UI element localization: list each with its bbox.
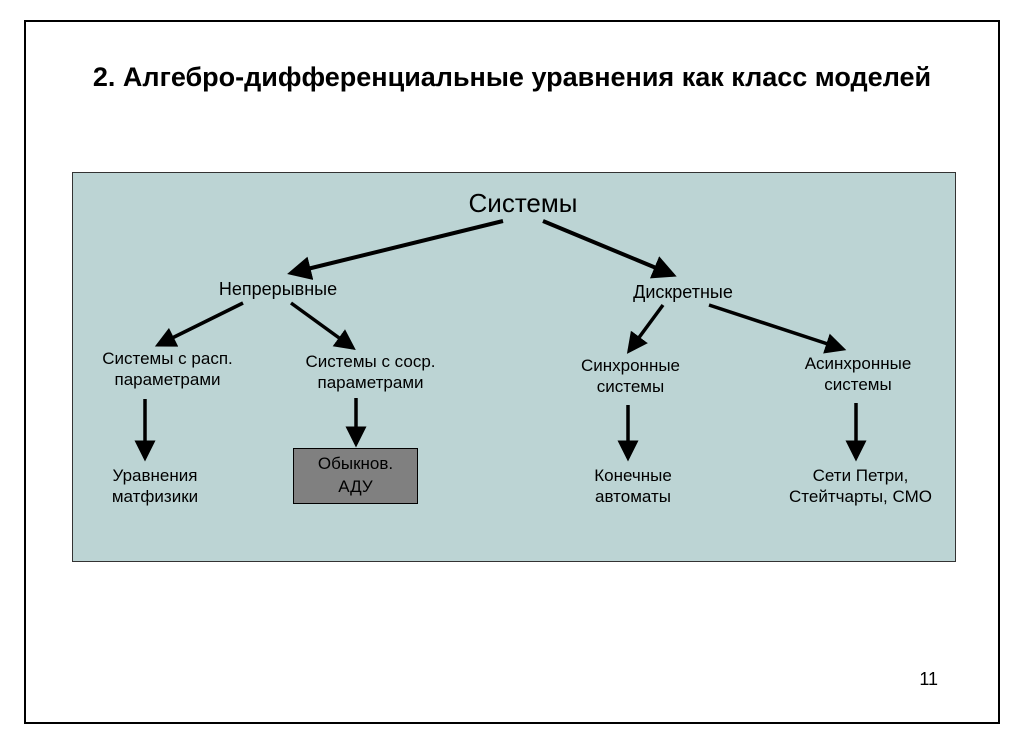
- slide-title: 2. Алгебро-дифференциальные уравнения ка…: [75, 60, 950, 95]
- node-petri-nets: Сети Петри, Стейтчарты, СМО: [788, 465, 933, 508]
- slide-frame: 2. Алгебро-дифференциальные уравнения ка…: [24, 20, 1000, 724]
- node-concentrated-params: Системы с соср. параметрами: [288, 351, 453, 394]
- diagram-container: Системы Непрерывные Дискретные Системы с…: [72, 172, 956, 562]
- node-discrete: Дискретные: [618, 281, 748, 304]
- ade-label-2: АДУ: [338, 476, 372, 499]
- node-asynchronous: Асинхронные системы: [788, 353, 928, 396]
- node-systems: Системы: [453, 187, 593, 220]
- node-continuous: Непрерывные: [208, 278, 348, 301]
- node-math-physics: Уравнения матфизики: [95, 465, 215, 508]
- node-synchronous: Синхронные системы: [563, 355, 698, 398]
- node-distributed-params: Системы с расп. параметрами: [85, 348, 250, 391]
- node-finite-automata: Конечные автоматы: [573, 465, 693, 508]
- page-number: 11: [919, 669, 938, 690]
- ade-label-1: Обыкнов.: [318, 453, 393, 476]
- node-ade-highlight: Обыкнов. АДУ: [293, 448, 418, 504]
